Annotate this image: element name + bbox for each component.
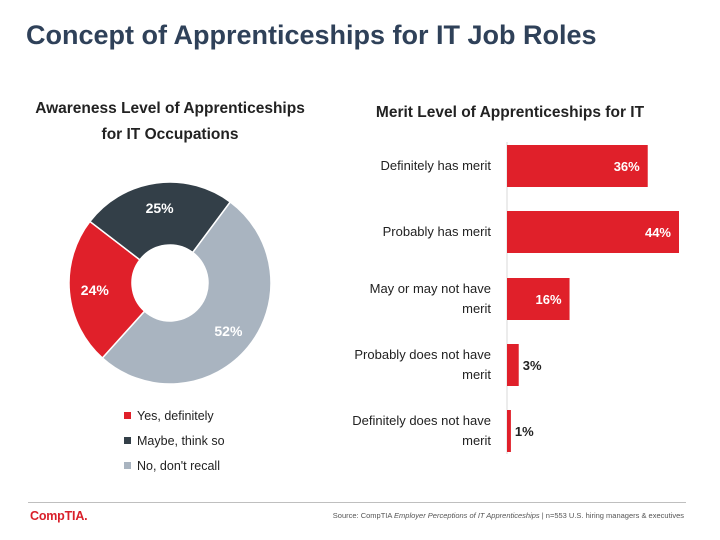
merit-bar-label-1: 36% [614,159,640,174]
donut-chart-title: Awareness Level of Apprenticeships for I… [10,96,330,148]
source-note: Source: CompTIA Employer Perceptions of … [333,511,684,520]
merit-category-label-5-1: Definitely does not have [352,413,491,428]
merit-category-label-4-1: Probably does not have [354,347,491,362]
merit-bar-1 [507,145,648,187]
awareness-donut-chart: 24% 25% 52% [68,181,272,385]
donut-legend: Yes, definitely Maybe, think so No, don'… [124,403,225,478]
merit-bar-label-2: 44% [645,225,671,240]
legend-item-maybe: Maybe, think so [124,428,225,453]
page-title: Concept of Apprenticeships for IT Job Ro… [26,20,597,50]
legend-swatch-no [124,462,131,469]
merit-bar-chart: 36% Definitely has merit 44% Probably has m… [352,142,679,454]
source-title: Employer Perceptions of IT Apprenticeshi… [394,511,540,520]
donut-slice-maybe [88,181,232,261]
donut-slice-no [101,200,272,385]
merit-category-label-1-1: Definitely has merit [380,158,491,173]
legend-item-yes: Yes, definitely [124,403,225,428]
footer-divider [28,502,686,503]
donut-label-yes: 24% [81,282,110,298]
legend-item-no: No, don't recall [124,453,225,478]
donut-chart-title-line-1: Awareness Level of Apprenticeships [35,100,305,117]
merit-category-label-2-1: Probably has merit [383,224,492,239]
source-prefix: Source: CompTIA [332,511,395,520]
merit-bar-2 [507,211,679,253]
comptia-logo: CompTIA. [30,509,88,523]
source-suffix: | n=553 U.S. hiring managers & executive… [539,511,684,520]
legend-swatch-maybe [124,437,131,444]
bar-chart-title: Merit Level of Apprenticeships for IT [375,104,645,121]
donut-label-maybe: 25% [146,200,175,216]
merit-category-label-4-2: merit [462,367,491,382]
merit-bar-label-5: 1% [515,424,534,439]
legend-label-no: No, don't recall [137,458,220,473]
merit-bar-label-3: 16% [536,292,562,307]
legend-swatch-yes [124,412,131,419]
donut-chart-title-line-2: for IT Occupations [101,126,239,143]
merit-category-label-3-2: merit [462,301,491,316]
legend-label-maybe: Maybe, think so [137,433,225,448]
merit-bar-5 [507,410,511,452]
legend-label-yes: Yes, definitely [137,408,214,423]
donut-label-no: 52% [214,323,243,339]
merit-category-label-3-1: May or may not have [370,281,491,296]
merit-bar-3 [507,278,570,320]
donut-slice-yes [68,220,146,360]
merit-category-label-5-2: merit [462,433,491,448]
merit-bar-label-4: 3% [523,358,542,373]
merit-bar-4 [507,344,519,386]
